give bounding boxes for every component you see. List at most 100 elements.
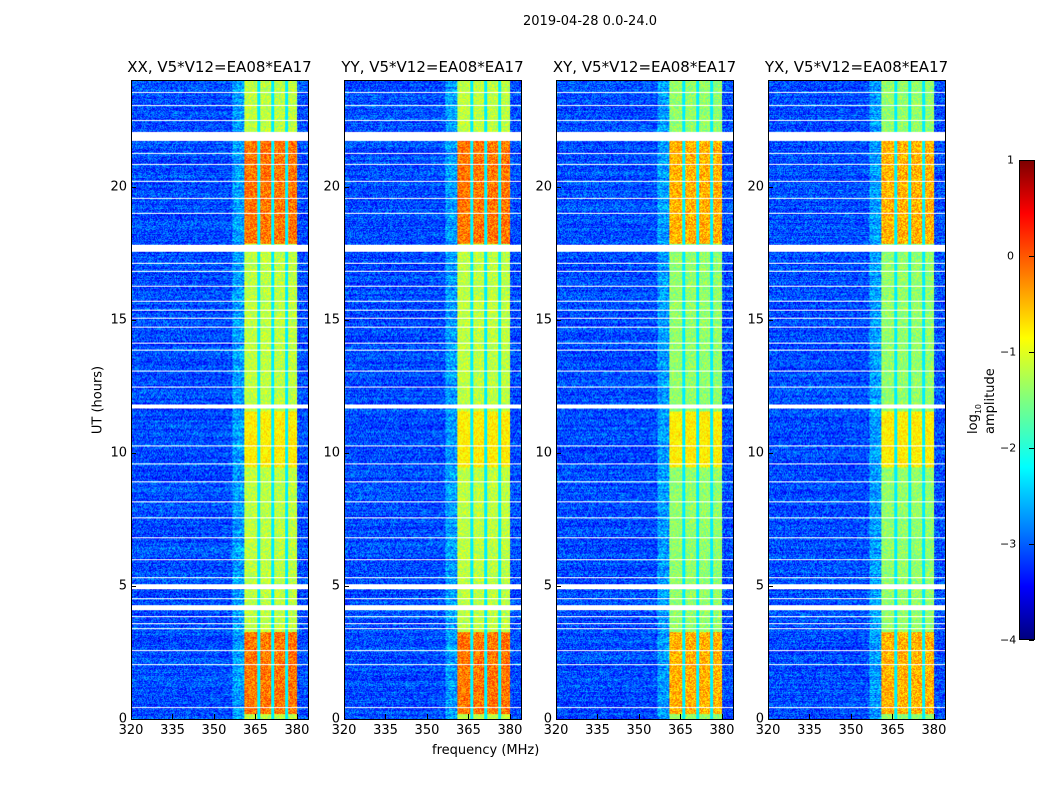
y-tick-mark <box>131 585 136 587</box>
y-tick-label: 20 <box>535 179 552 194</box>
colorbar-tick-mark <box>1029 544 1034 545</box>
y-tick-label: 15 <box>535 312 552 328</box>
x-axis-label: frequency (MHz) <box>432 743 540 758</box>
panel-title: XY, V5*V12=EA08*EA17 <box>552 58 737 76</box>
x-tick-mark <box>255 714 257 719</box>
x-tick-mark <box>131 714 132 719</box>
x-tick-label: 320 <box>755 723 781 738</box>
x-tick-mark <box>213 714 215 719</box>
colorbar-tick-label: −1 <box>1000 345 1017 359</box>
colorbar-tick-label: −2 <box>1000 441 1017 455</box>
y-tick-label: 20 <box>110 179 127 194</box>
y-tick-mark <box>768 319 773 321</box>
y-tick-mark <box>131 319 136 321</box>
x-tick-label: 350 <box>838 723 864 738</box>
y-tick-mark <box>556 186 561 188</box>
x-tick-label: 350 <box>626 723 652 738</box>
y-tick-label: 5 <box>755 578 764 594</box>
colorbar-label-rest: amplitude <box>982 368 998 434</box>
x-tick-label: 335 <box>160 723 185 738</box>
colorbar-tick-label: 0 <box>1007 249 1014 263</box>
y-tick-mark <box>768 585 773 587</box>
heatmap-image <box>345 81 521 719</box>
y-tick-mark <box>768 452 773 454</box>
y-tick-mark <box>344 186 349 188</box>
x-tick-label: 335 <box>797 723 822 738</box>
x-tick-mark <box>385 714 387 719</box>
colorbar-tick-mark <box>1029 640 1034 641</box>
y-tick-label: 10 <box>747 445 764 461</box>
y-tick-mark <box>768 186 773 188</box>
x-tick-label: 335 <box>373 723 398 738</box>
y-tick-mark <box>344 319 349 321</box>
x-tick-mark <box>768 714 769 719</box>
y-tick-label: 0 <box>331 711 340 727</box>
colorbar-label-log: log <box>966 414 982 434</box>
colorbar-label: log10 amplitude <box>966 366 998 434</box>
x-tick-label: 320 <box>331 723 357 738</box>
colorbar-tick-label: −3 <box>1000 537 1017 551</box>
y-tick-mark <box>131 719 136 720</box>
x-tick-label: 350 <box>201 723 227 738</box>
x-tick-mark <box>680 714 682 719</box>
x-tick-mark <box>296 714 298 719</box>
x-tick-label: 380 <box>284 723 310 738</box>
panel-title: XX, V5*V12=EA08*EA17 <box>127 58 312 76</box>
y-tick-mark <box>131 452 136 454</box>
y-tick-mark <box>768 719 773 720</box>
y-axis-label: UT (hours) <box>90 365 106 435</box>
y-tick-mark <box>344 585 349 587</box>
colorbar-label-sub: 10 <box>973 403 983 415</box>
y-tick-mark <box>131 186 136 188</box>
x-tick-mark <box>344 714 345 719</box>
x-tick-mark <box>892 714 894 719</box>
x-tick-mark <box>638 714 640 719</box>
heatmap-image <box>557 81 733 719</box>
x-tick-mark <box>809 714 811 719</box>
x-tick-mark <box>172 714 174 719</box>
y-tick-mark <box>556 452 561 454</box>
x-tick-mark <box>509 714 511 719</box>
y-tick-label: 20 <box>747 179 764 194</box>
x-tick-mark <box>933 714 935 719</box>
colorbar-tick-mark <box>1029 448 1034 449</box>
y-tick-label: 15 <box>323 312 340 328</box>
y-tick-label: 10 <box>323 445 340 461</box>
x-tick-mark <box>556 714 557 719</box>
y-tick-mark <box>344 452 349 454</box>
x-tick-label: 320 <box>543 723 569 738</box>
x-tick-mark <box>597 714 599 719</box>
x-tick-label: 335 <box>585 723 610 738</box>
y-tick-label: 5 <box>331 578 340 594</box>
x-tick-label: 380 <box>921 723 947 738</box>
heatmap-panel <box>768 80 946 720</box>
heatmap-panel <box>344 80 522 720</box>
y-tick-label: 15 <box>110 312 127 328</box>
x-tick-label: 365 <box>456 723 481 738</box>
y-tick-mark <box>556 319 561 321</box>
colorbar-tick-mark <box>1029 256 1034 257</box>
colorbar-tick-mark <box>1029 160 1034 161</box>
x-tick-mark <box>426 714 428 719</box>
y-tick-label: 15 <box>747 312 764 328</box>
colorbar <box>1019 160 1035 640</box>
y-tick-label: 0 <box>118 711 127 727</box>
x-tick-label: 365 <box>243 723 268 738</box>
y-tick-label: 5 <box>118 578 127 594</box>
panel-title: YX, V5*V12=EA08*EA17 <box>764 58 949 76</box>
heatmap-image <box>132 81 308 719</box>
x-tick-mark <box>468 714 470 719</box>
x-tick-mark <box>721 714 723 719</box>
y-tick-mark <box>556 585 561 587</box>
colorbar-tick-mark <box>1029 352 1034 353</box>
y-tick-label: 10 <box>110 445 127 461</box>
heatmap-panel <box>131 80 309 720</box>
x-tick-label: 320 <box>118 723 144 738</box>
x-tick-label: 380 <box>709 723 735 738</box>
y-tick-label: 5 <box>543 578 552 594</box>
x-tick-label: 350 <box>414 723 440 738</box>
heatmap-image <box>769 81 945 719</box>
colorbar-tick-label: −4 <box>1000 633 1017 647</box>
x-tick-mark <box>850 714 852 719</box>
